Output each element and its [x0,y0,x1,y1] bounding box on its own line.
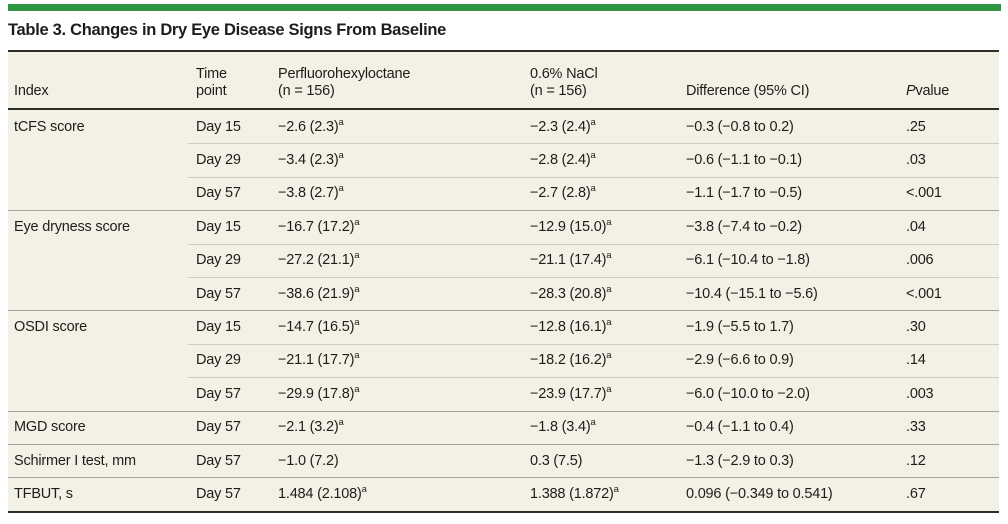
row-p-value: .67 [906,485,926,502]
row-nacl-value: −12.8 (16.1) a [530,317,612,336]
row-perfluorohexyloctane-value: 1.484 (2.108) a [278,483,367,502]
row-perfluorohexyloctane-value: −38.6 (21.9) a [278,283,360,302]
row-perfluorohexyloctane-value: −2.1 (3.2) a [278,417,344,436]
row-index-label [8,177,196,210]
table-header-row: Index Time point Perfluorohexyloctane (n… [8,52,999,110]
table-row: Day 29 −27.2 (21.1) a −21.1 (17.4) a −6.1 … [8,243,999,277]
row-difference-value: −0.6 (−1.1 to −0.1) [686,152,802,169]
row-time-point: Day 57 [196,452,241,469]
row-index-label: TFBUT, s [14,485,73,502]
row-time-point: Day 29 [196,152,241,169]
row-time-point: Day 15 [196,218,241,235]
table-row: OSDI score Day 15 −14.7 (16.5) a −12.8 (1… [8,310,999,343]
column-header-index: Index [14,83,49,99]
row-index-label [8,143,196,176]
table-row: MGD score Day 57 −2.1 (3.2) a −1.8 (3.4) a… [8,410,999,444]
row-time-point: Day 29 [196,352,241,369]
row-nacl-value: −2.8 (2.4) a [530,150,596,169]
row-index-label [8,344,196,377]
row-nacl-value: −21.1 (17.4) a [530,250,612,269]
table-row: TFBUT, s Day 57 1.484 (2.108) a 1.388 (1.… [8,477,999,510]
column-header-nacl: 0.6% NaCl (n = 156) [530,66,598,99]
row-perfluorohexyloctane-value: −27.2 (21.1) a [278,250,360,269]
row-perfluorohexyloctane-value: −3.8 (2.7) a [278,183,344,202]
row-time-point: Day 29 [196,252,241,269]
row-index-label: OSDI score [14,319,87,336]
row-perfluorohexyloctane-value: −21.1 (17.7) a [278,350,360,369]
table-row: Day 57 −29.9 (17.8) a −23.9 (17.7) a −6.0 … [8,377,999,410]
row-nacl-value: −12.9 (15.0) a [530,216,612,235]
row-index-label [8,244,196,277]
row-time-point: Day 57 [196,385,241,402]
table-row: Day 29 −21.1 (17.7) a −18.2 (16.2) a −2.9 … [8,343,999,377]
row-index-label: MGD score [14,419,86,436]
row-difference-value: −6.1 (−10.4 to −1.8) [686,252,810,269]
row-difference-value: −0.3 (−0.8 to 0.2) [686,118,794,135]
row-nacl-value: −18.2 (16.2) a [530,350,612,369]
table-row: Day 57 −38.6 (21.9) a −28.3 (20.8) a −10.4… [8,276,999,310]
row-index-label: tCFS score [14,118,85,135]
row-nacl-value: 0.3 (7.5) [530,452,583,469]
row-nacl-value: −2.3 (2.4) a [530,116,596,135]
row-p-value: .003 [906,385,934,402]
row-time-point: Day 57 [196,419,241,436]
row-difference-value: −1.1 (−1.7 to −0.5) [686,185,802,202]
row-perfluorohexyloctane-value: −2.6 (2.3) a [278,116,344,135]
column-header-perfluorohexyloctane: Perfluorohexyloctane (n = 156) [278,66,411,99]
row-difference-value: −2.9 (−6.6 to 0.9) [686,352,794,369]
row-p-value: .04 [906,218,926,235]
table-body: tCFS score Day 15 −2.6 (2.3) a −2.3 (2.4)… [8,110,999,511]
row-p-value: .006 [906,252,934,269]
row-perfluorohexyloctane-value: −3.4 (2.3) a [278,150,344,169]
row-difference-value: −1.3 (−2.9 to 0.3) [686,452,794,469]
row-difference-value: −3.8 (−7.4 to −0.2) [686,218,802,235]
row-difference-value: −10.4 (−15.1 to −5.6) [686,285,818,302]
table-figure: Table 3. Changes in Dry Eye Disease Sign… [0,4,1008,513]
row-difference-value: −1.9 (−5.5 to 1.7) [686,319,794,336]
row-nacl-value: −1.8 (3.4) a [530,417,596,436]
row-p-value: .25 [906,118,926,135]
row-index-label [8,377,196,410]
row-nacl-value: −28.3 (20.8) a [530,283,612,302]
row-time-point: Day 15 [196,118,241,135]
table-row: Eye dryness score Day 15 −16.7 (17.2) a −… [8,210,999,243]
row-p-value: <.001 [906,285,942,302]
row-nacl-value: −23.9 (17.7) a [530,383,612,402]
row-perfluorohexyloctane-value: −14.7 (16.5) a [278,317,360,336]
row-difference-value: −6.0 (−10.0 to −2.0) [686,385,810,402]
row-difference-value: 0.096 (−0.349 to 0.541) [686,485,833,502]
column-header-time-point: Time point [196,66,227,99]
table-title: Table 3. Changes in Dry Eye Disease Sign… [8,21,447,39]
table-row: tCFS score Day 15 −2.6 (2.3) a −2.3 (2.4)… [8,110,999,143]
row-index-label: Schirmer I test, mm [14,452,136,469]
row-time-point: Day 15 [196,319,241,336]
row-p-value: .12 [906,452,926,469]
row-perfluorohexyloctane-value: −16.7 (17.2) a [278,216,360,235]
row-p-value: .30 [906,319,926,336]
row-perfluorohexyloctane-value: −29.9 (17.8) a [278,383,360,402]
row-time-point: Day 57 [196,485,241,502]
p-value-italic-p: P [906,83,916,99]
table-row: Schirmer I test, mm Day 57 −1.0 (7.2) 0.… [8,443,999,477]
row-perfluorohexyloctane-value: −1.0 (7.2) [278,452,339,469]
row-index-label: Eye dryness score [14,218,130,235]
accent-bar [8,4,1001,11]
row-nacl-value: −2.7 (2.8) a [530,183,596,202]
table-row: Day 29 −3.4 (2.3) a −2.8 (2.4) a −0.6 (−1.… [8,143,999,176]
row-p-value: .03 [906,152,926,169]
row-nacl-value: 1.388 (1.872) a [530,483,619,502]
row-p-value: .33 [906,419,926,436]
row-time-point: Day 57 [196,285,241,302]
column-header-difference: Difference (95% CI) [686,83,810,99]
p-value-rest: value [915,83,950,99]
column-header-p-value: P value [906,52,999,108]
row-p-value: <.001 [906,185,942,202]
row-time-point: Day 57 [196,185,241,202]
row-index-label [8,277,196,310]
row-p-value: .14 [906,352,926,369]
row-difference-value: −0.4 (−1.1 to 0.4) [686,419,794,436]
table-row: Day 57 −3.8 (2.7) a −2.7 (2.8) a −1.1 (−1.… [8,176,999,210]
data-table: Index Time point Perfluorohexyloctane (n… [8,50,999,513]
